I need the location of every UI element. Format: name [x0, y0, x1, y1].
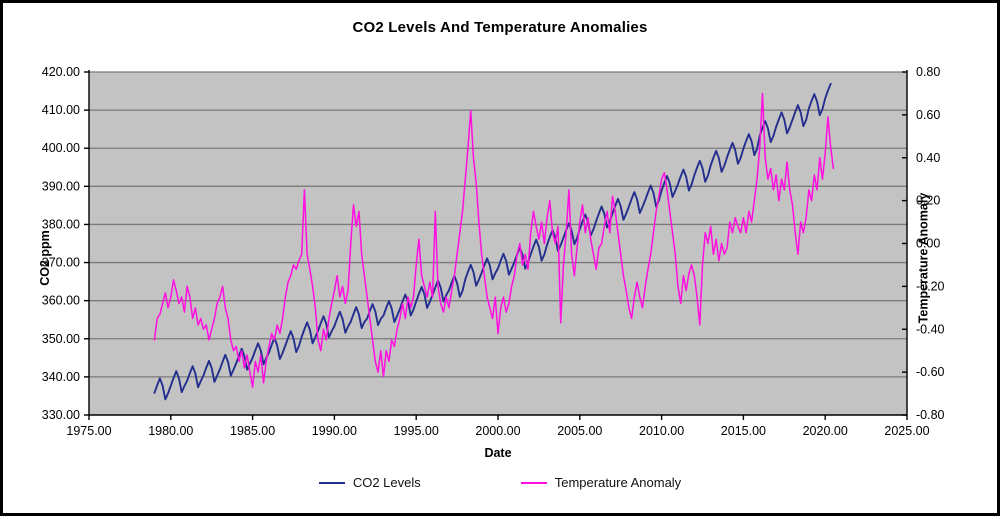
right-tick-label: -0.60 [916, 365, 945, 379]
right-tick-label: 0.60 [916, 108, 940, 122]
temperature-line-swatch [520, 481, 547, 484]
left-tick-label: 330.00 [42, 408, 80, 422]
right-tick-label: -0.40 [916, 322, 945, 336]
co2-legend-label: CO2 Levels [352, 475, 421, 490]
right-axis-title-wrap: Temperature Anomaly [858, 3, 989, 513]
right-tick-label: 0.00 [916, 237, 940, 251]
left-tick-label: 360.00 [42, 294, 80, 308]
x-tick-label: 1975.00 [66, 424, 111, 438]
left-tick-label: 380.00 [42, 217, 80, 231]
x-tick-label: 1985.00 [230, 424, 275, 438]
series-line-temperature-anomaly [153, 92, 835, 388]
right-axis-title: Temperature Anomaly [916, 192, 931, 324]
left-tick-label: 420.00 [42, 65, 80, 79]
right-tick-label: 0.20 [916, 194, 940, 208]
temperature-legend-label: Temperature Anomaly [554, 475, 682, 490]
left-tick-label: 340.00 [42, 370, 80, 384]
left-tick-label: 410.00 [42, 103, 80, 117]
left-tick-label: 400.00 [42, 141, 80, 155]
left-axis-title-wrap: CO2 ppm [17, 3, 73, 513]
x-tick-label: 2000.00 [475, 424, 520, 438]
legend: CO2 Levels Temperature Anomaly [3, 475, 997, 490]
plot-background [89, 72, 907, 415]
right-tick-label: 0.40 [916, 151, 940, 165]
left-tick-label: 390.00 [42, 179, 80, 193]
legend-item-co2: CO2 Levels [318, 475, 421, 490]
x-tick-label: 2010.00 [639, 424, 684, 438]
right-tick-label: -0.20 [916, 279, 945, 293]
left-tick-label: 370.00 [42, 256, 80, 270]
x-tick-label: 2025.00 [884, 424, 929, 438]
right-tick-label: -0.80 [916, 408, 945, 422]
x-tick-label: 2005.00 [557, 424, 602, 438]
x-tick-label: 2020.00 [803, 424, 848, 438]
chart-title: CO2 Levels And Temperature Anomalies [352, 19, 648, 36]
x-axis-title: Date [484, 446, 512, 460]
x-tick-label: 1990.00 [312, 424, 357, 438]
right-tick-label: 0.80 [916, 65, 940, 79]
left-axis-title: CO2 ppm [37, 230, 52, 286]
x-tick-label: 1980.00 [148, 424, 193, 438]
x-tick-label: 2015.00 [721, 424, 766, 438]
plot-area: 420.00 410.00 400.00 390.00 380.00 370.00 360.… [42, 65, 945, 438]
co2-line-swatch [318, 481, 345, 484]
left-tick-label: 350.00 [42, 332, 80, 346]
x-tick-label: 1995.00 [394, 424, 439, 438]
legend-item-temperature: Temperature Anomaly [520, 475, 682, 490]
